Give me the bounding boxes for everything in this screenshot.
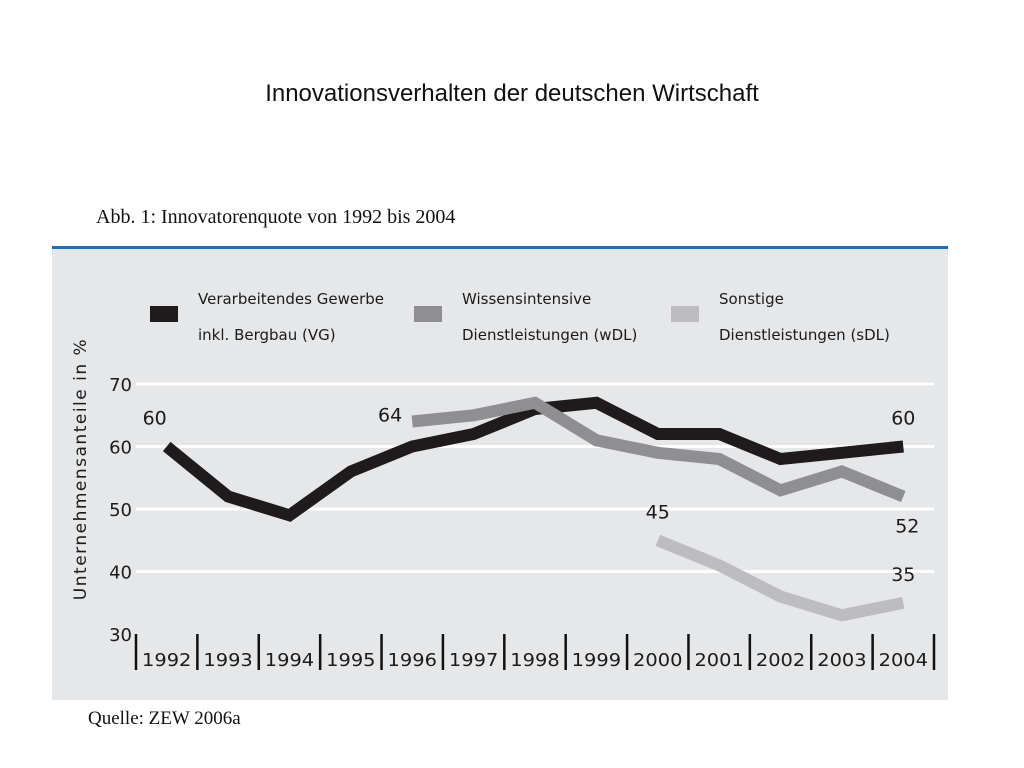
- y-tick-label: 50: [109, 500, 132, 521]
- source-note: Quelle: ZEW 2006a: [88, 708, 241, 729]
- data-label: 60: [891, 408, 915, 430]
- legend-label-line2: inkl. Bergbau (VG): [198, 326, 336, 344]
- x-tick-label: 1992: [142, 650, 191, 671]
- legend-label-line1: Verarbeitendes Gewerbe: [198, 290, 384, 308]
- data-labels: 60 60 64 52 45 35: [143, 405, 920, 586]
- y-axis-ticks: 30 40 50 60 70: [109, 375, 132, 646]
- x-tick-label: 1994: [265, 650, 314, 671]
- x-tick-label: 2002: [756, 650, 805, 671]
- legend: Verarbeitendes Gewerbe inkl. Bergbau (VG)…: [150, 290, 890, 344]
- x-tick-label: 1997: [449, 650, 498, 671]
- slide-title: Innovationsverhalten der deutschen Wirts…: [265, 80, 759, 107]
- x-tick-label: 2000: [633, 650, 682, 671]
- y-tick-label: 40: [109, 563, 132, 584]
- x-tick-label: 2003: [817, 650, 866, 671]
- legend-label-line2: Dienstleistungen (wDL): [462, 326, 637, 344]
- x-tick-label: 1996: [388, 650, 437, 671]
- legend-label-line1: Wissensintensive: [462, 290, 591, 308]
- y-tick-label: 30: [109, 625, 132, 646]
- data-label: 52: [895, 516, 919, 538]
- x-tick-label: 1993: [203, 650, 252, 671]
- x-tick-label: 2001: [694, 650, 743, 671]
- series-lines: [162, 396, 906, 622]
- series-line-3: [655, 534, 905, 622]
- y-tick-label: 60: [109, 438, 132, 459]
- legend-item-1: Verarbeitendes Gewerbe inkl. Bergbau (VG): [150, 290, 384, 344]
- legend-label-line2: Dienstleistungen (sDL): [719, 326, 890, 344]
- legend-label-line1: Sonstige: [719, 290, 784, 308]
- x-tick-label: 1999: [572, 650, 621, 671]
- x-tick-label: 1998: [510, 650, 559, 671]
- data-label: 45: [646, 501, 670, 523]
- legend-item-3: Sonstige Dienstleistungen (sDL): [671, 290, 890, 344]
- x-axis: 1992 1993 1994 1995 1996 1997 1998 1999 2000 2001…: [134, 634, 936, 671]
- series-line-2: [411, 396, 906, 503]
- x-tick-label: 2004: [879, 650, 928, 671]
- x-tick-label: 1995: [326, 650, 375, 671]
- legend-swatch: [150, 306, 178, 322]
- series-line-1: [162, 396, 904, 522]
- line-chart: 1992 1993 1994 1995 1996 1997 1998 1999 2000 2001…: [71, 290, 936, 671]
- y-axis-label: Unternehmensanteile in %: [71, 338, 91, 600]
- chart-frame: 1992 1993 1994 1995 1996 1997 1998 1999 2000 2001…: [52, 246, 948, 700]
- data-label: 60: [143, 408, 167, 430]
- legend-swatch: [414, 306, 442, 322]
- data-label: 64: [378, 405, 402, 427]
- y-tick-label: 70: [109, 375, 132, 396]
- data-label: 35: [891, 564, 915, 586]
- figure-caption: Abb. 1: Innovatorenquote von 1992 bis 20…: [96, 206, 456, 228]
- legend-swatch: [671, 306, 699, 322]
- legend-item-2: Wissensintensive Dienstleistungen (wDL): [414, 290, 637, 344]
